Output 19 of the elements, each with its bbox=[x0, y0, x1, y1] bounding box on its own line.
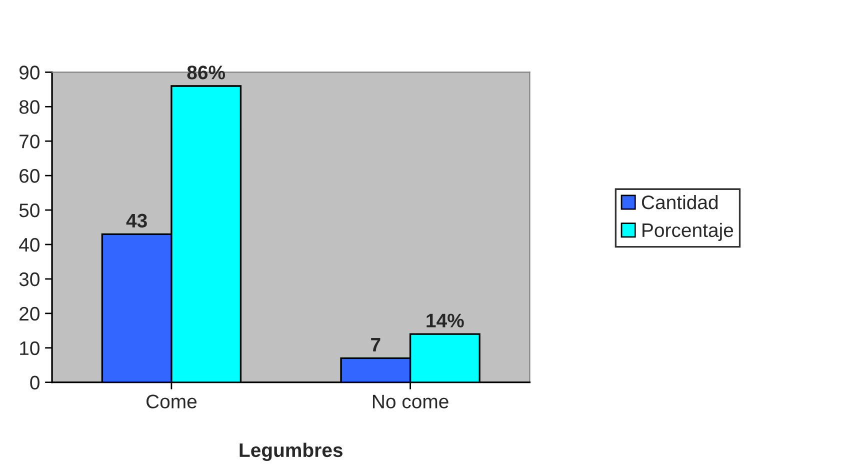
legend-label: Porcentaje bbox=[642, 222, 734, 241]
data-label: 7 bbox=[371, 338, 380, 352]
y-tick-label: 30 bbox=[19, 272, 40, 286]
y-tick-label: 70 bbox=[20, 134, 40, 148]
data-label: 14% bbox=[426, 314, 464, 328]
y-tick-label: 50 bbox=[19, 204, 40, 218]
x-tick-label: No come bbox=[372, 394, 448, 408]
y-tick-label: 10 bbox=[20, 341, 40, 356]
y-tick-label: 90 bbox=[20, 66, 40, 80]
y-tick-label: 20 bbox=[20, 306, 40, 321]
y-tick-label: 80 bbox=[19, 100, 40, 114]
y-tick-label: 0 bbox=[30, 376, 40, 390]
y-tick-label: 40 bbox=[19, 238, 40, 252]
y-tick-label: 60 bbox=[20, 169, 40, 183]
data-label: 43 bbox=[126, 214, 147, 228]
data-label: 86% bbox=[187, 66, 226, 80]
x-tick-label: Come bbox=[146, 394, 197, 408]
legend-label: Cantidad bbox=[642, 194, 718, 210]
x-axis-title: Legumbres bbox=[240, 442, 342, 462]
